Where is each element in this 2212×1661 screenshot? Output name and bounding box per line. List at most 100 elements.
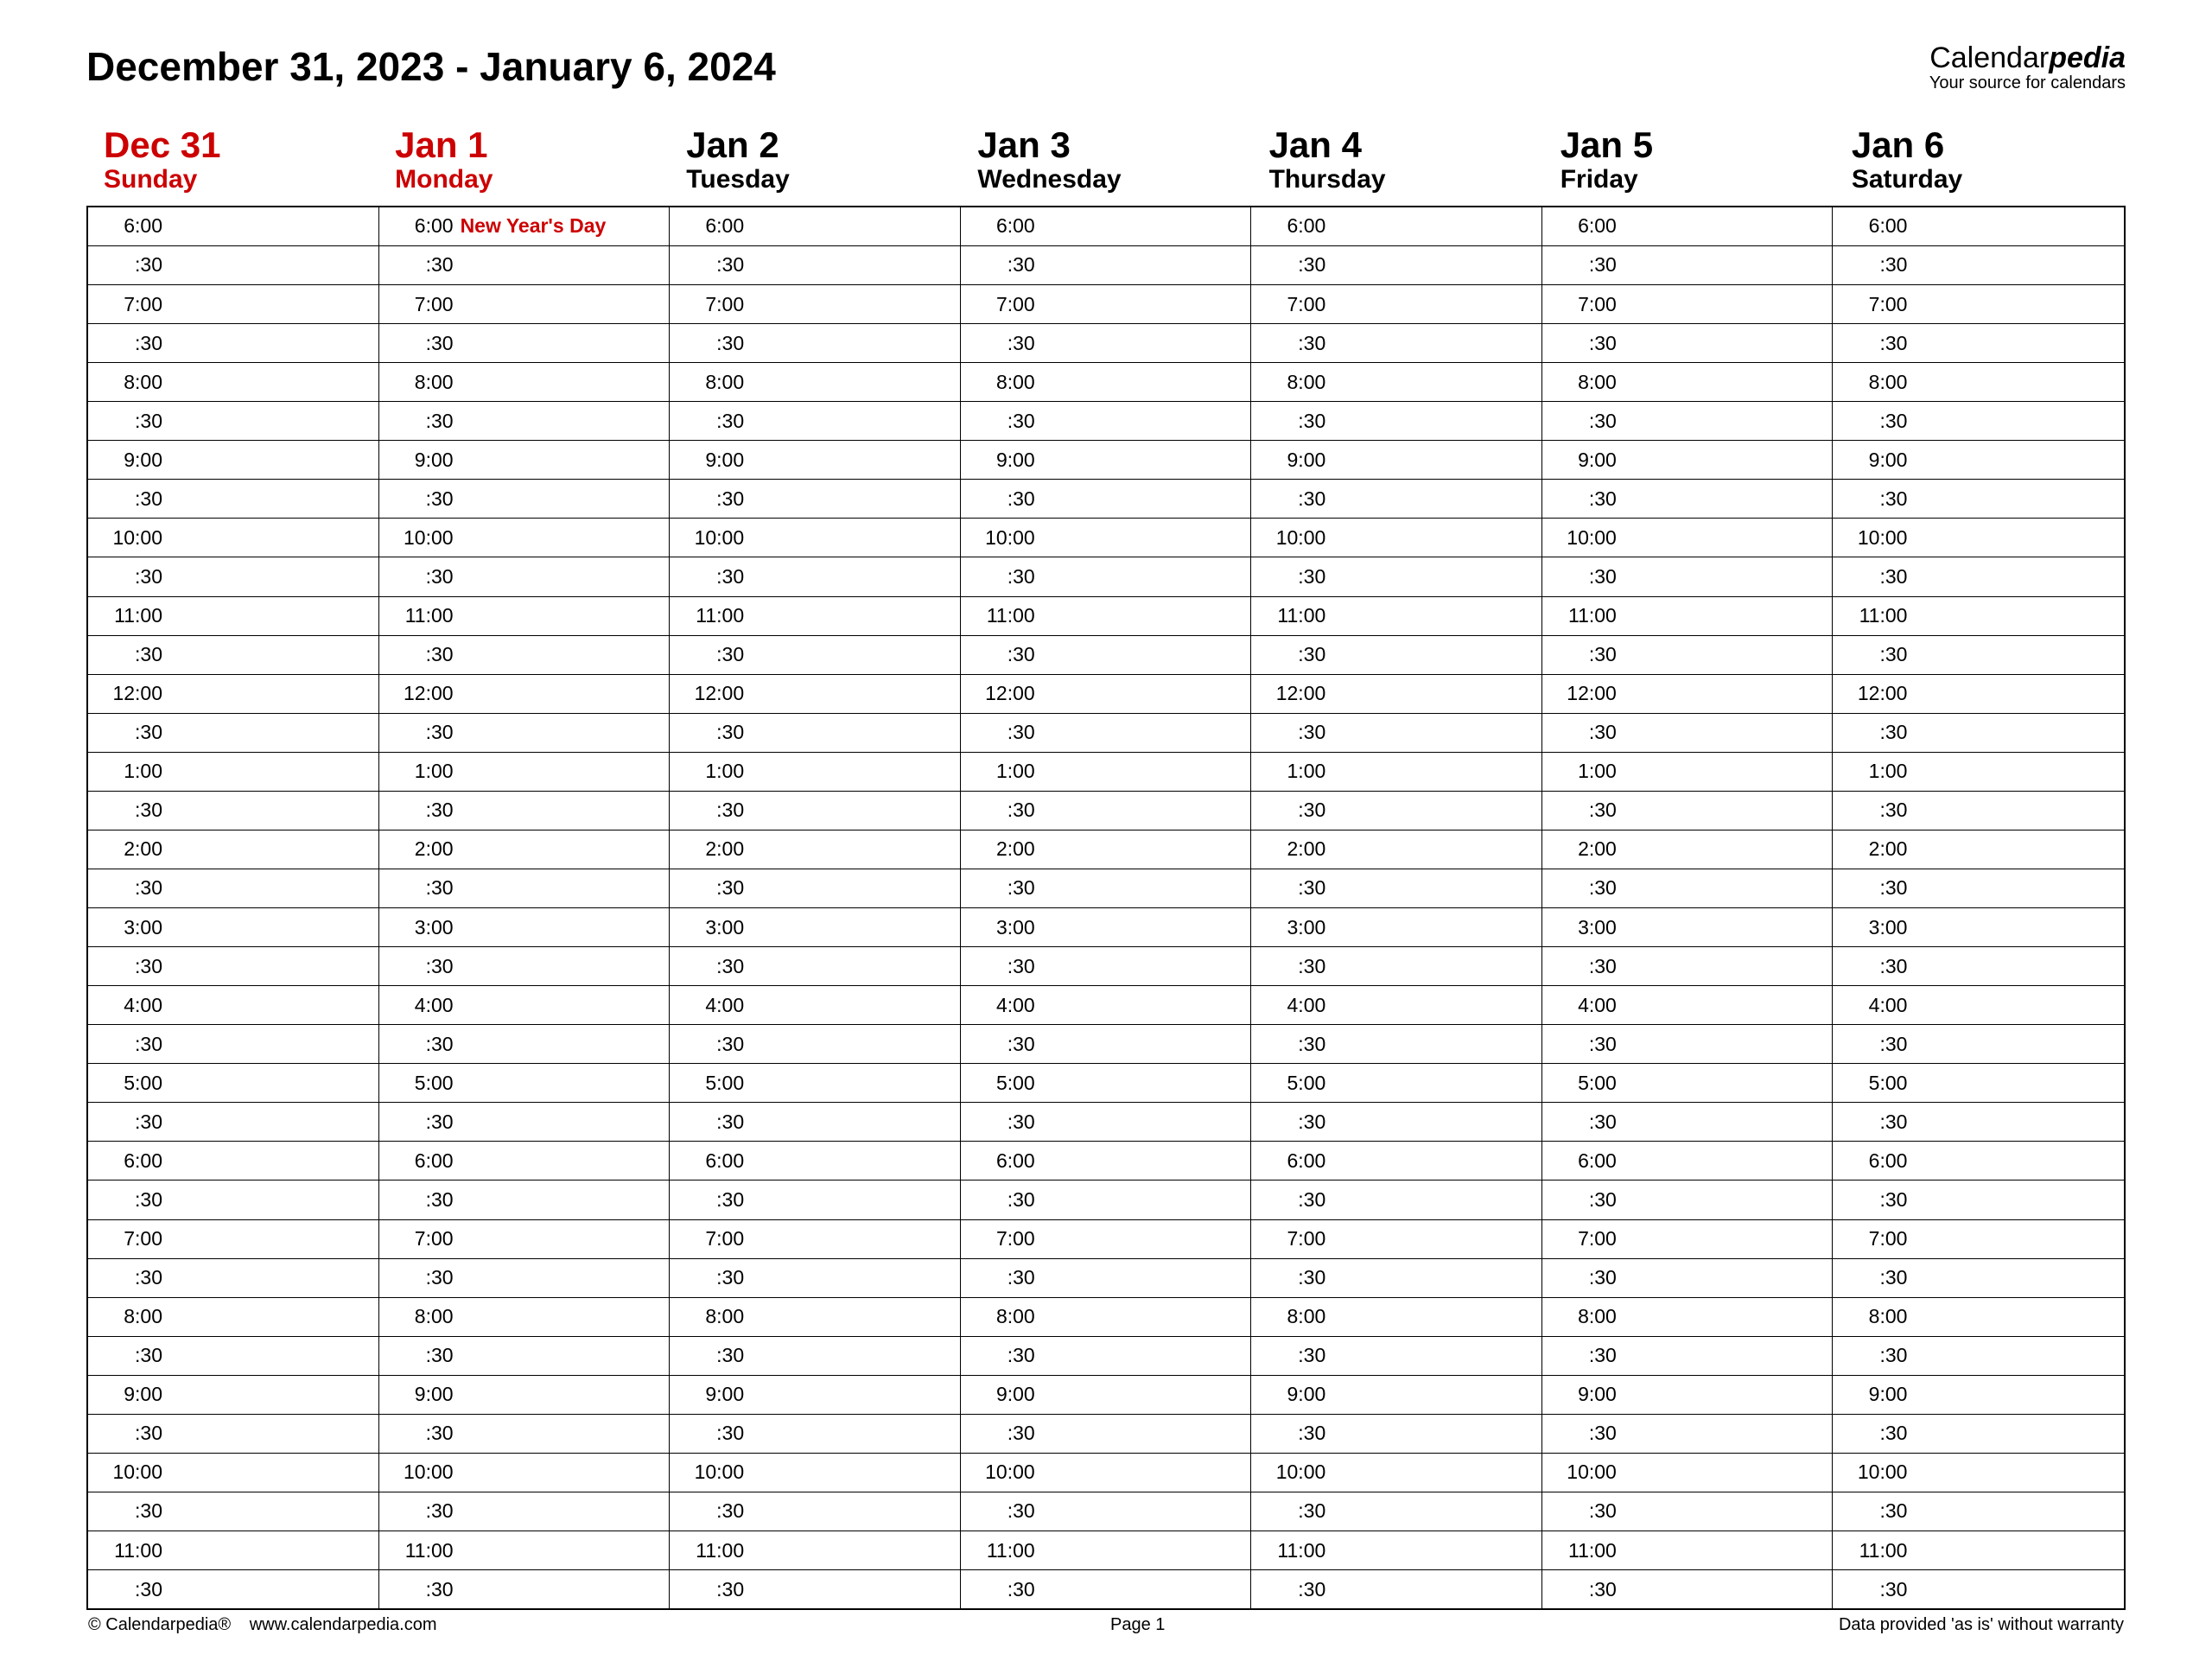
time-cell[interactable]: :30: [670, 1259, 961, 1297]
time-cell[interactable]: :30: [88, 1181, 379, 1219]
time-cell[interactable]: 11:00: [961, 597, 1252, 635]
time-cell[interactable]: :30: [1542, 1570, 1834, 1608]
time-cell[interactable]: :30: [1833, 1337, 2124, 1375]
time-cell[interactable]: :30: [1251, 557, 1542, 595]
time-cell[interactable]: 3:00: [670, 908, 961, 946]
time-cell[interactable]: 8:00: [961, 363, 1252, 401]
time-cell[interactable]: 10:00: [88, 1454, 379, 1492]
time-cell[interactable]: 8:00: [1251, 363, 1542, 401]
time-cell[interactable]: :30: [670, 869, 961, 907]
time-cell[interactable]: :30: [670, 246, 961, 284]
time-cell[interactable]: 4:00: [1251, 986, 1542, 1024]
time-cell[interactable]: :30: [379, 1103, 671, 1141]
time-cell[interactable]: :30: [1542, 714, 1834, 752]
time-cell[interactable]: 6:00: [88, 1142, 379, 1180]
time-cell[interactable]: :30: [379, 1492, 671, 1531]
time-cell[interactable]: 7:00: [1542, 1220, 1834, 1258]
time-cell[interactable]: 10:00: [1542, 519, 1834, 557]
time-cell[interactable]: 6:00: [670, 207, 961, 245]
time-cell[interactable]: 7:00: [88, 1220, 379, 1258]
time-cell[interactable]: :30: [88, 636, 379, 674]
time-cell[interactable]: :30: [88, 1259, 379, 1297]
time-cell[interactable]: :30: [1251, 1492, 1542, 1531]
time-cell[interactable]: 12:00: [88, 675, 379, 713]
time-cell[interactable]: :30: [88, 480, 379, 518]
time-cell[interactable]: 1:00: [379, 753, 671, 791]
time-cell[interactable]: :30: [670, 324, 961, 362]
time-cell[interactable]: 10:00: [670, 519, 961, 557]
time-cell[interactable]: :30: [88, 792, 379, 830]
time-cell[interactable]: :30: [1833, 636, 2124, 674]
time-cell[interactable]: :30: [1251, 792, 1542, 830]
time-cell[interactable]: 3:00: [961, 908, 1252, 946]
time-cell[interactable]: :30: [961, 246, 1252, 284]
time-cell[interactable]: :30: [1833, 792, 2124, 830]
time-cell[interactable]: 11:00: [670, 1531, 961, 1569]
time-cell[interactable]: :30: [961, 792, 1252, 830]
time-cell[interactable]: :30: [1542, 1415, 1834, 1453]
time-cell[interactable]: 11:00: [670, 597, 961, 635]
time-cell[interactable]: 6:00: [1542, 207, 1834, 245]
time-cell[interactable]: :30: [1251, 480, 1542, 518]
time-cell[interactable]: 4:00: [1833, 986, 2124, 1024]
time-cell[interactable]: :30: [1251, 324, 1542, 362]
time-cell[interactable]: :30: [961, 1337, 1252, 1375]
time-cell[interactable]: 9:00: [379, 441, 671, 479]
time-cell[interactable]: 7:00: [670, 1220, 961, 1258]
time-cell[interactable]: :30: [88, 714, 379, 752]
time-cell[interactable]: :30: [1251, 1570, 1542, 1608]
time-cell[interactable]: :30: [961, 402, 1252, 440]
time-cell[interactable]: 1:00: [88, 753, 379, 791]
time-cell[interactable]: 7:00: [961, 285, 1252, 323]
time-cell[interactable]: 8:00: [1833, 363, 2124, 401]
time-cell[interactable]: :30: [379, 869, 671, 907]
time-cell[interactable]: :30: [1542, 1181, 1834, 1219]
time-cell[interactable]: 7:00: [379, 285, 671, 323]
time-cell[interactable]: :30: [88, 869, 379, 907]
time-cell[interactable]: 7:00: [1833, 1220, 2124, 1258]
time-cell[interactable]: :30: [1542, 636, 1834, 674]
time-cell[interactable]: :30: [88, 1570, 379, 1608]
time-cell[interactable]: :30: [961, 714, 1252, 752]
time-cell[interactable]: :30: [1833, 869, 2124, 907]
time-cell[interactable]: :30: [1833, 324, 2124, 362]
time-cell[interactable]: 9:00: [670, 441, 961, 479]
time-cell[interactable]: 7:00: [1542, 285, 1834, 323]
time-cell[interactable]: 12:00: [1542, 675, 1834, 713]
time-cell[interactable]: :30: [88, 1492, 379, 1531]
time-cell[interactable]: 11:00: [379, 597, 671, 635]
time-cell[interactable]: 11:00: [1251, 597, 1542, 635]
time-cell[interactable]: :30: [88, 246, 379, 284]
time-cell[interactable]: 4:00: [961, 986, 1252, 1024]
time-cell[interactable]: 8:00: [1833, 1298, 2124, 1336]
time-cell[interactable]: :30: [88, 402, 379, 440]
time-cell[interactable]: :30: [1833, 480, 2124, 518]
time-cell[interactable]: :30: [1542, 324, 1834, 362]
time-cell[interactable]: 7:00: [961, 1220, 1252, 1258]
time-cell[interactable]: :30: [1833, 557, 2124, 595]
time-cell[interactable]: 1:00: [1251, 753, 1542, 791]
time-cell[interactable]: 8:00: [379, 1298, 671, 1336]
time-cell[interactable]: 2:00: [961, 830, 1252, 869]
time-cell[interactable]: 8:00: [670, 363, 961, 401]
time-cell[interactable]: 5:00: [961, 1064, 1252, 1102]
time-cell[interactable]: 4:00: [379, 986, 671, 1024]
time-cell[interactable]: :30: [379, 246, 671, 284]
time-cell[interactable]: :30: [379, 636, 671, 674]
time-cell[interactable]: :30: [1833, 947, 2124, 985]
time-cell[interactable]: 12:00: [670, 675, 961, 713]
time-cell[interactable]: :30: [1542, 1025, 1834, 1063]
time-cell[interactable]: :30: [961, 1259, 1252, 1297]
time-cell[interactable]: :30: [379, 402, 671, 440]
time-cell[interactable]: 2:00: [88, 830, 379, 869]
time-cell[interactable]: 9:00: [379, 1376, 671, 1414]
time-cell[interactable]: :30: [961, 869, 1252, 907]
time-cell[interactable]: 10:00: [670, 1454, 961, 1492]
time-cell[interactable]: 6:00: [961, 207, 1252, 245]
time-cell[interactable]: 9:00: [670, 1376, 961, 1414]
time-cell[interactable]: 6:00: [1251, 207, 1542, 245]
time-cell[interactable]: 9:00: [961, 441, 1252, 479]
time-cell[interactable]: 7:00: [1251, 1220, 1542, 1258]
time-cell[interactable]: 6:00: [961, 1142, 1252, 1180]
time-cell[interactable]: 11:00: [1833, 597, 2124, 635]
